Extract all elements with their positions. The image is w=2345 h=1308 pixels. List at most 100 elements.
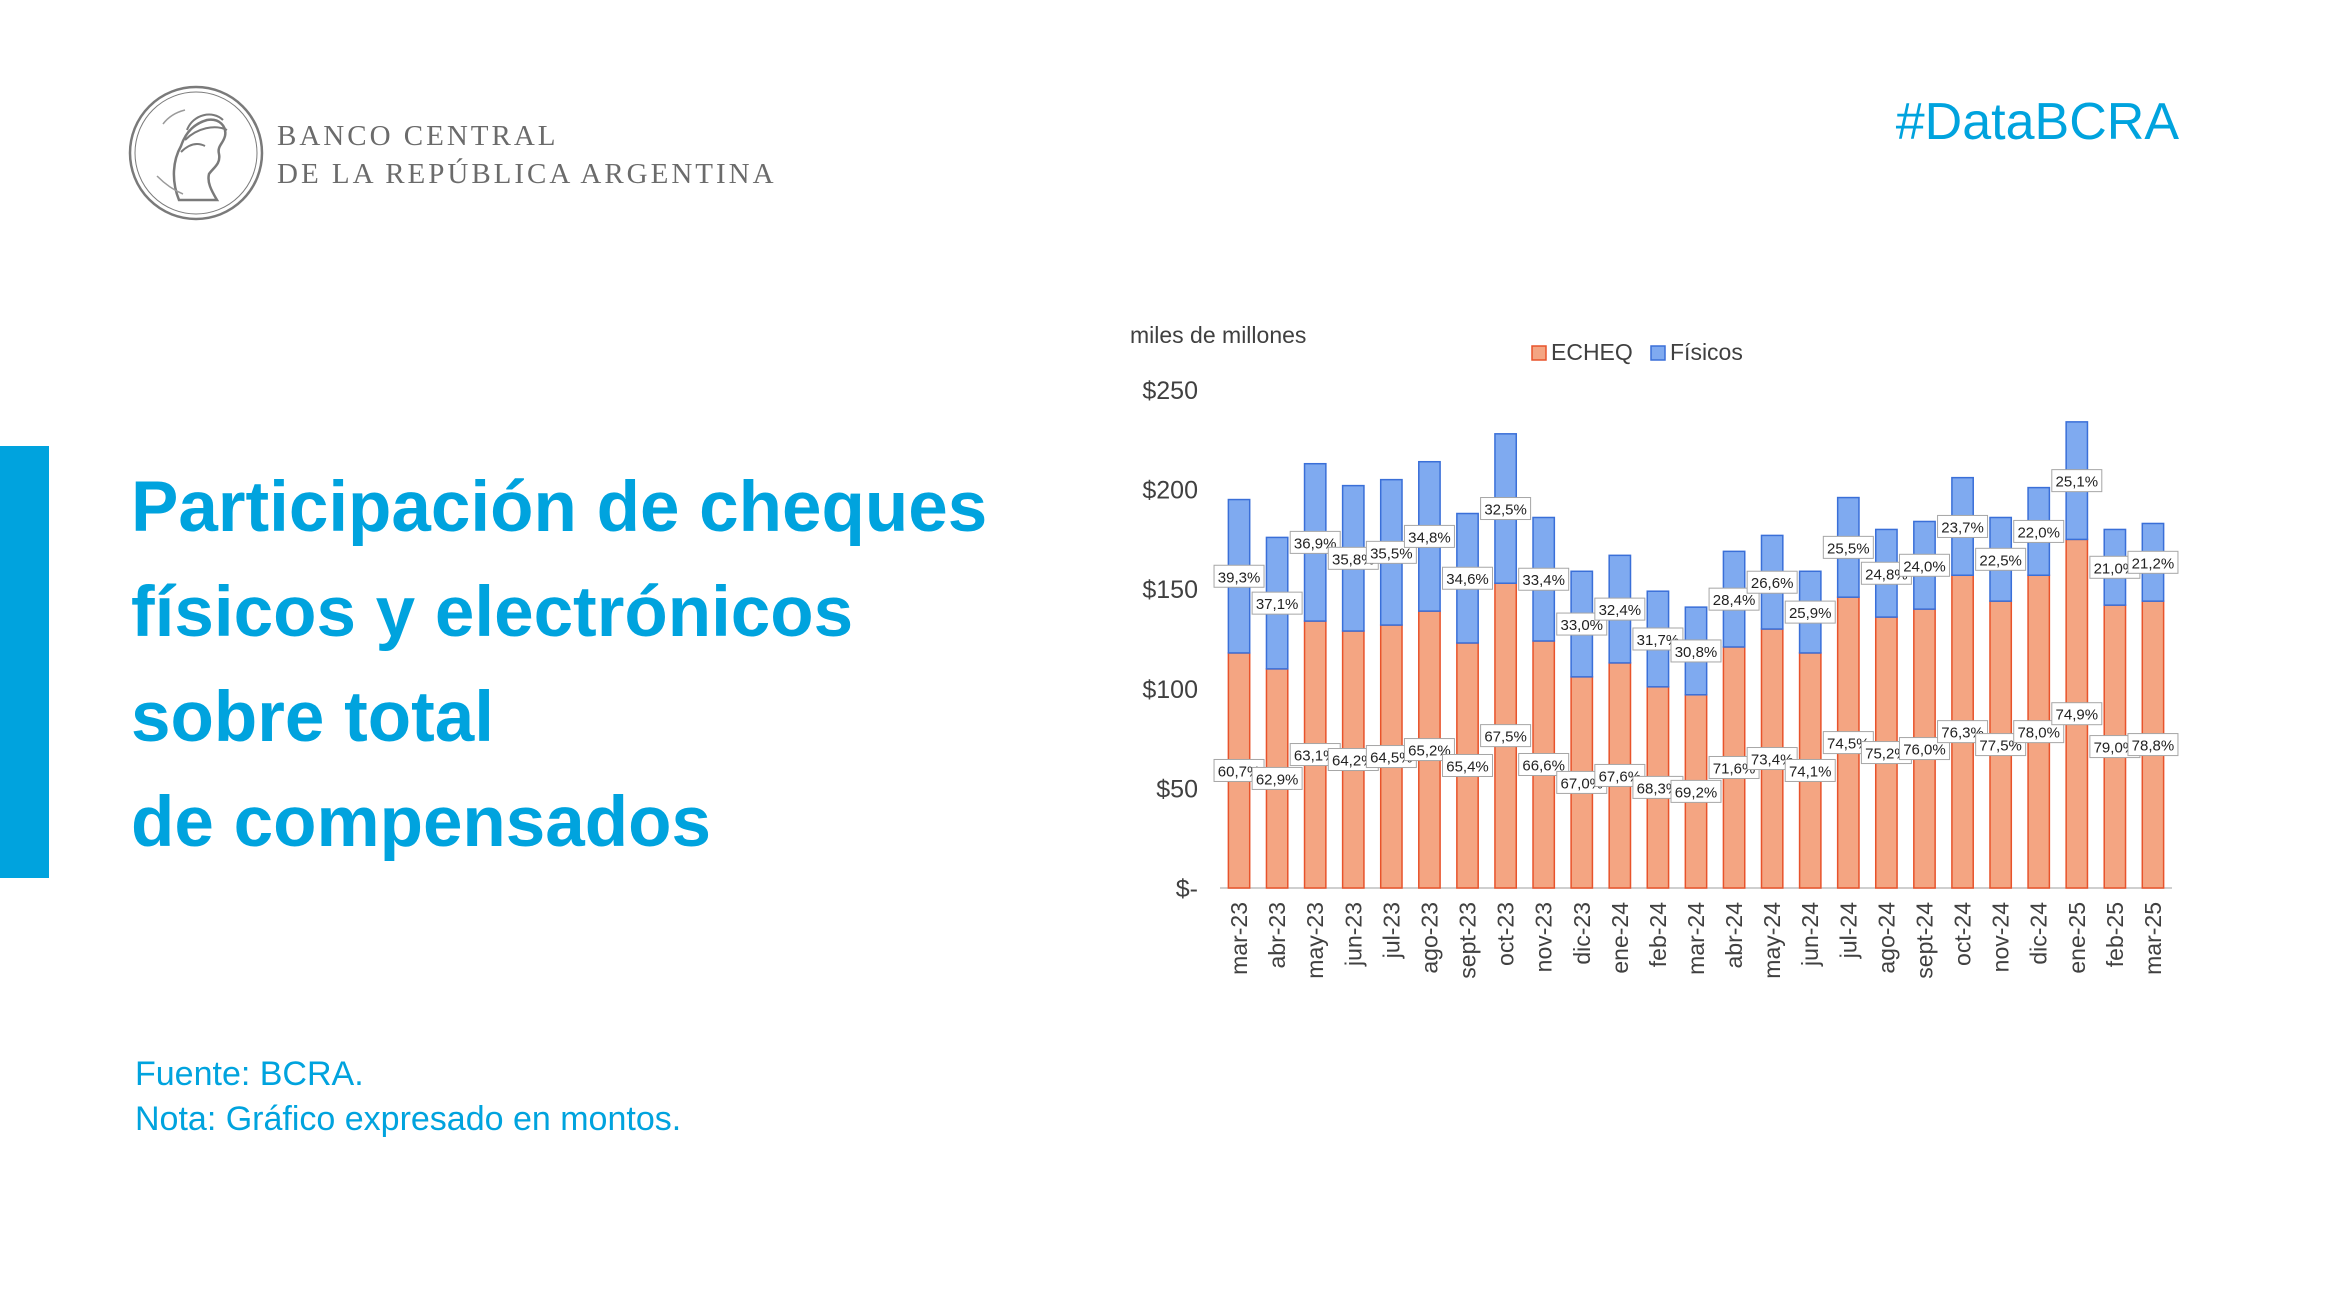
- data-label-fisicos: 32,5%: [1484, 502, 1527, 519]
- data-label-fisicos-box: [1442, 566, 1494, 590]
- x-tick-label: ene-25: [2064, 902, 2090, 974]
- x-tick-label: jul-24: [1835, 902, 1861, 959]
- data-label-echeq-box: [1784, 758, 1836, 782]
- legend-swatch-echeq: [1531, 345, 1547, 361]
- data-label-fisicos-box: [1365, 540, 1417, 564]
- x-tick-label: sept-23: [1455, 902, 1481, 979]
- x-tick-label: dic-23: [1569, 902, 1595, 965]
- data-label-fisicos: 39,3%: [1218, 569, 1261, 586]
- data-label-fisicos-box: [1556, 612, 1608, 636]
- data-label-fisicos: 28,4%: [1713, 592, 1756, 609]
- chart-canvas: $- $50 $100 $150 $200 $250 ECHEQ Físicos 60,7% 39…: [1142, 339, 2179, 979]
- data-label-fisicos: 26,6%: [1751, 575, 1794, 592]
- data-label-echeq-box: [1518, 752, 1570, 776]
- data-label-echeq-box: [2013, 720, 2065, 744]
- data-label-echeq: 63,1%: [1294, 748, 1337, 765]
- data-label-fisicos: 35,5%: [1370, 545, 1413, 562]
- bcra-logo: BANCO CENTRAL DE LA REPÚBLICA ARGENTINA: [127, 84, 827, 234]
- data-label-fisicos-box: [1822, 535, 1874, 559]
- y-tick-label: $150: [1142, 576, 1198, 604]
- x-tick-label: feb-25: [2102, 902, 2128, 967]
- legend-label-fisicos: Físicos: [1670, 339, 1743, 365]
- x-tick-label: mar-24: [1683, 902, 1709, 975]
- data-label-fisicos: 24,8%: [1865, 566, 1908, 583]
- y-tick-label: $100: [1142, 676, 1198, 704]
- source-note: Fuente: BCRA.: [135, 1055, 364, 1093]
- data-label-echeq-box: [1594, 763, 1646, 787]
- x-tick-label: sept-24: [1911, 902, 1937, 979]
- data-label-fisicos-box: [1213, 564, 1265, 588]
- data-label-echeq: 71,6%: [1713, 760, 1756, 777]
- y-axis-unit-label: miles de millones: [1130, 322, 1307, 348]
- x-tick-label: feb-24: [1645, 902, 1671, 967]
- data-label-fisicos: 21,0%: [2094, 560, 2137, 577]
- x-tick-label: jul-23: [1378, 902, 1404, 959]
- bank-name-line1: BANCO CENTRAL: [277, 120, 559, 152]
- page-title: Participación de cheques físicos y elect…: [131, 455, 1111, 875]
- data-label-echeq: 73,4%: [1751, 752, 1794, 769]
- data-label-echeq: 74,5%: [1827, 736, 1870, 753]
- data-label-fisicos: 34,8%: [1408, 529, 1451, 546]
- data-label-echeq: 67,5%: [1484, 729, 1527, 746]
- x-tick-label: abr-23: [1264, 902, 1290, 968]
- data-label-fisicos-box: [1289, 530, 1341, 554]
- data-label-echeq-box: [1898, 737, 1950, 761]
- data-label-echeq-box: [1480, 724, 1532, 748]
- data-label-echeq: 74,1%: [1789, 763, 1832, 780]
- data-label-echeq-box: [2127, 733, 2179, 757]
- title-line: Participación de cheques: [131, 468, 988, 547]
- data-label-echeq: 65,2%: [1408, 743, 1451, 760]
- data-label-fisicos-box: [2051, 469, 2103, 493]
- data-label-echeq: 64,5%: [1370, 750, 1413, 767]
- x-tick-label: ago-23: [1416, 902, 1442, 974]
- data-label-fisicos: 33,0%: [1560, 617, 1603, 634]
- x-tick-label: may-24: [1759, 902, 1785, 979]
- data-label-fisicos-box: [1632, 627, 1684, 651]
- x-tick-label: abr-24: [1721, 902, 1747, 969]
- x-tick-label: dic-24: [2026, 902, 2052, 965]
- data-label-echeq-box: [1937, 720, 1989, 744]
- data-label-fisicos-box: [1898, 553, 1950, 577]
- data-label-fisicos: 30,8%: [1675, 644, 1718, 661]
- data-label-fisicos-box: [1594, 597, 1646, 621]
- data-label-fisicos-box: [2127, 550, 2179, 574]
- x-tick-label: nov-24: [1988, 902, 2014, 973]
- data-label-echeq: 78,0%: [2017, 725, 2060, 742]
- title-line: sobre total: [131, 678, 494, 757]
- data-label-fisicos: 32,4%: [1599, 602, 1642, 619]
- data-label-fisicos: 24,0%: [1903, 558, 1946, 575]
- data-label-echeq: 79,0%: [2094, 740, 2137, 757]
- hashtag-databcra[interactable]: #DataBCRA: [1895, 93, 2179, 151]
- data-label-fisicos: 31,7%: [1637, 632, 1680, 649]
- data-label-echeq: 75,2%: [1865, 746, 1908, 763]
- data-label-fisicos-box: [1784, 600, 1836, 624]
- data-label-fisicos: 22,5%: [1979, 552, 2022, 569]
- data-label-echeq: 64,2%: [1332, 753, 1375, 770]
- data-label-fisicos: 23,7%: [1941, 519, 1984, 536]
- data-label-echeq: 78,8%: [2132, 738, 2175, 755]
- data-label-echeq: 67,0%: [1560, 775, 1603, 792]
- data-label-echeq-box: [2051, 702, 2103, 726]
- x-tick-label: oct-23: [1493, 902, 1519, 966]
- x-tick-label: ago-24: [1873, 902, 1899, 974]
- data-label-echeq: 74,9%: [2056, 707, 2099, 724]
- y-tick-label: $250: [1142, 377, 1198, 405]
- data-label-fisicos: 22,0%: [2017, 524, 2060, 541]
- data-label-fisicos-box: [1251, 591, 1303, 615]
- legend-label-echeq: ECHEQ: [1551, 339, 1633, 365]
- data-label-echeq: 62,9%: [1256, 771, 1299, 788]
- data-label-fisicos-box: [1480, 497, 1532, 521]
- y-tick-label: $50: [1156, 775, 1198, 803]
- data-label-echeq-box: [1746, 747, 1798, 771]
- data-label-fisicos: 25,5%: [1827, 540, 1870, 557]
- y-tick-label: $200: [1142, 477, 1198, 505]
- data-label-fisicos: 33,4%: [1522, 572, 1565, 589]
- data-label-echeq: 67,6%: [1599, 768, 1642, 785]
- data-label-fisicos-box: [1403, 524, 1455, 548]
- bank-name-line2: DE LA REPÚBLICA ARGENTINA: [277, 158, 777, 190]
- data-label-fisicos: 37,1%: [1256, 596, 1299, 613]
- bcra-seal-icon: [128, 85, 264, 221]
- footer-notes: Fuente: BCRA. Nota: Gráfico expresado en…: [135, 1052, 681, 1142]
- data-label-fisicos: 35,8%: [1332, 551, 1375, 568]
- data-label-echeq: 77,5%: [1979, 738, 2022, 755]
